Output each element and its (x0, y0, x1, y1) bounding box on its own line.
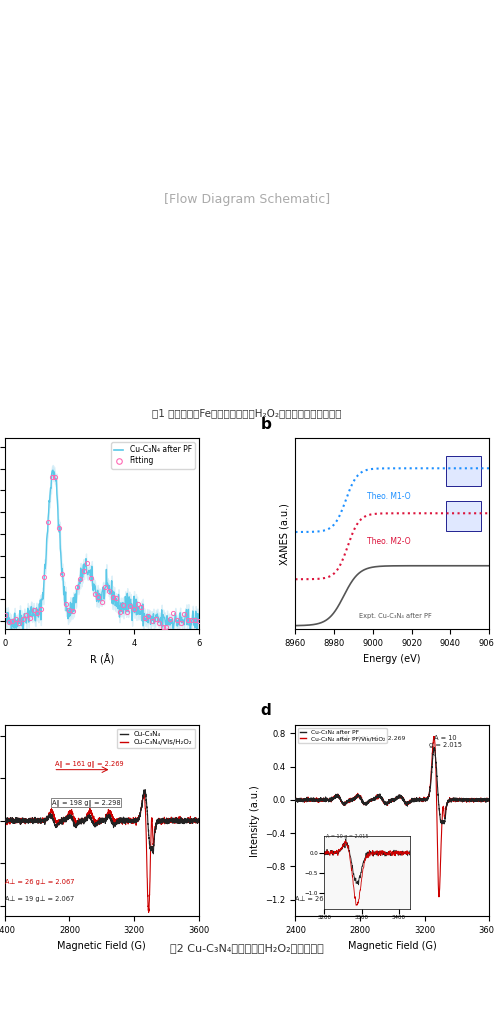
Legend: Cu-C₃N₄ after PF, Fitting: Cu-C₃N₄ after PF, Fitting (111, 442, 195, 468)
X-axis label: Energy (eV): Energy (eV) (364, 653, 421, 663)
Text: Theo. M1-O: Theo. M1-O (367, 492, 411, 501)
X-axis label: Magnetic Field (G): Magnetic Field (G) (348, 941, 437, 951)
Text: A⊥ = 26 g⊥ = 2.067: A⊥ = 26 g⊥ = 2.067 (295, 896, 365, 902)
Text: [Flow Diagram Schematic]: [Flow Diagram Schematic] (164, 193, 330, 206)
Text: A∥ = 161 g∥ = 2.269: A∥ = 161 g∥ = 2.269 (55, 760, 124, 767)
Text: A = 10
g = 2.015: A = 10 g = 2.015 (429, 736, 462, 749)
Y-axis label: Intensity (a.u.): Intensity (a.u.) (250, 784, 260, 856)
Text: 图2 Cu-C₃N₄光照下活化H₂O₂的结构演变: 图2 Cu-C₃N₄光照下活化H₂O₂的结构演变 (170, 943, 324, 953)
Text: 图1 原子级分散Fe负载的活性炭的H₂O₂再生与循环应用示意图: 图1 原子级分散Fe负载的活性炭的H₂O₂再生与循环应用示意图 (152, 408, 342, 419)
Text: A∥ = 198 g∥ = 2.298: A∥ = 198 g∥ = 2.298 (52, 799, 121, 806)
Text: Theo. M2-O: Theo. M2-O (367, 536, 411, 546)
Text: Expt. Cu-C₃N₄ after PF: Expt. Cu-C₃N₄ after PF (359, 613, 432, 619)
Bar (447, 501, 481, 530)
X-axis label: Magnetic Field (G): Magnetic Field (G) (57, 941, 146, 951)
Legend: Cu-C₃N₄ after PF, Cu-C₃N₄ after PF/Vis/H₂O₂: Cu-C₃N₄ after PF, Cu-C₃N₄ after PF/Vis/H… (298, 728, 387, 743)
X-axis label: R (Å): R (Å) (89, 653, 114, 665)
Bar (447, 455, 481, 486)
Y-axis label: XANES (a.u.): XANES (a.u.) (280, 503, 290, 565)
Text: A∥ = 161 g∥ = 2.269: A∥ = 161 g∥ = 2.269 (340, 736, 405, 741)
Text: A⊥ = 19 g⊥ = 2.067: A⊥ = 19 g⊥ = 2.067 (5, 896, 74, 902)
Text: b: b (260, 417, 271, 432)
Text: A⊥ = 26 g⊥ = 2.067: A⊥ = 26 g⊥ = 2.067 (5, 879, 75, 885)
Legend: Cu-C₃N₄, Cu-C₃N₄/Vis/H₂O₂: Cu-C₃N₄, Cu-C₃N₄/Vis/H₂O₂ (117, 728, 195, 748)
Text: d: d (260, 703, 271, 718)
